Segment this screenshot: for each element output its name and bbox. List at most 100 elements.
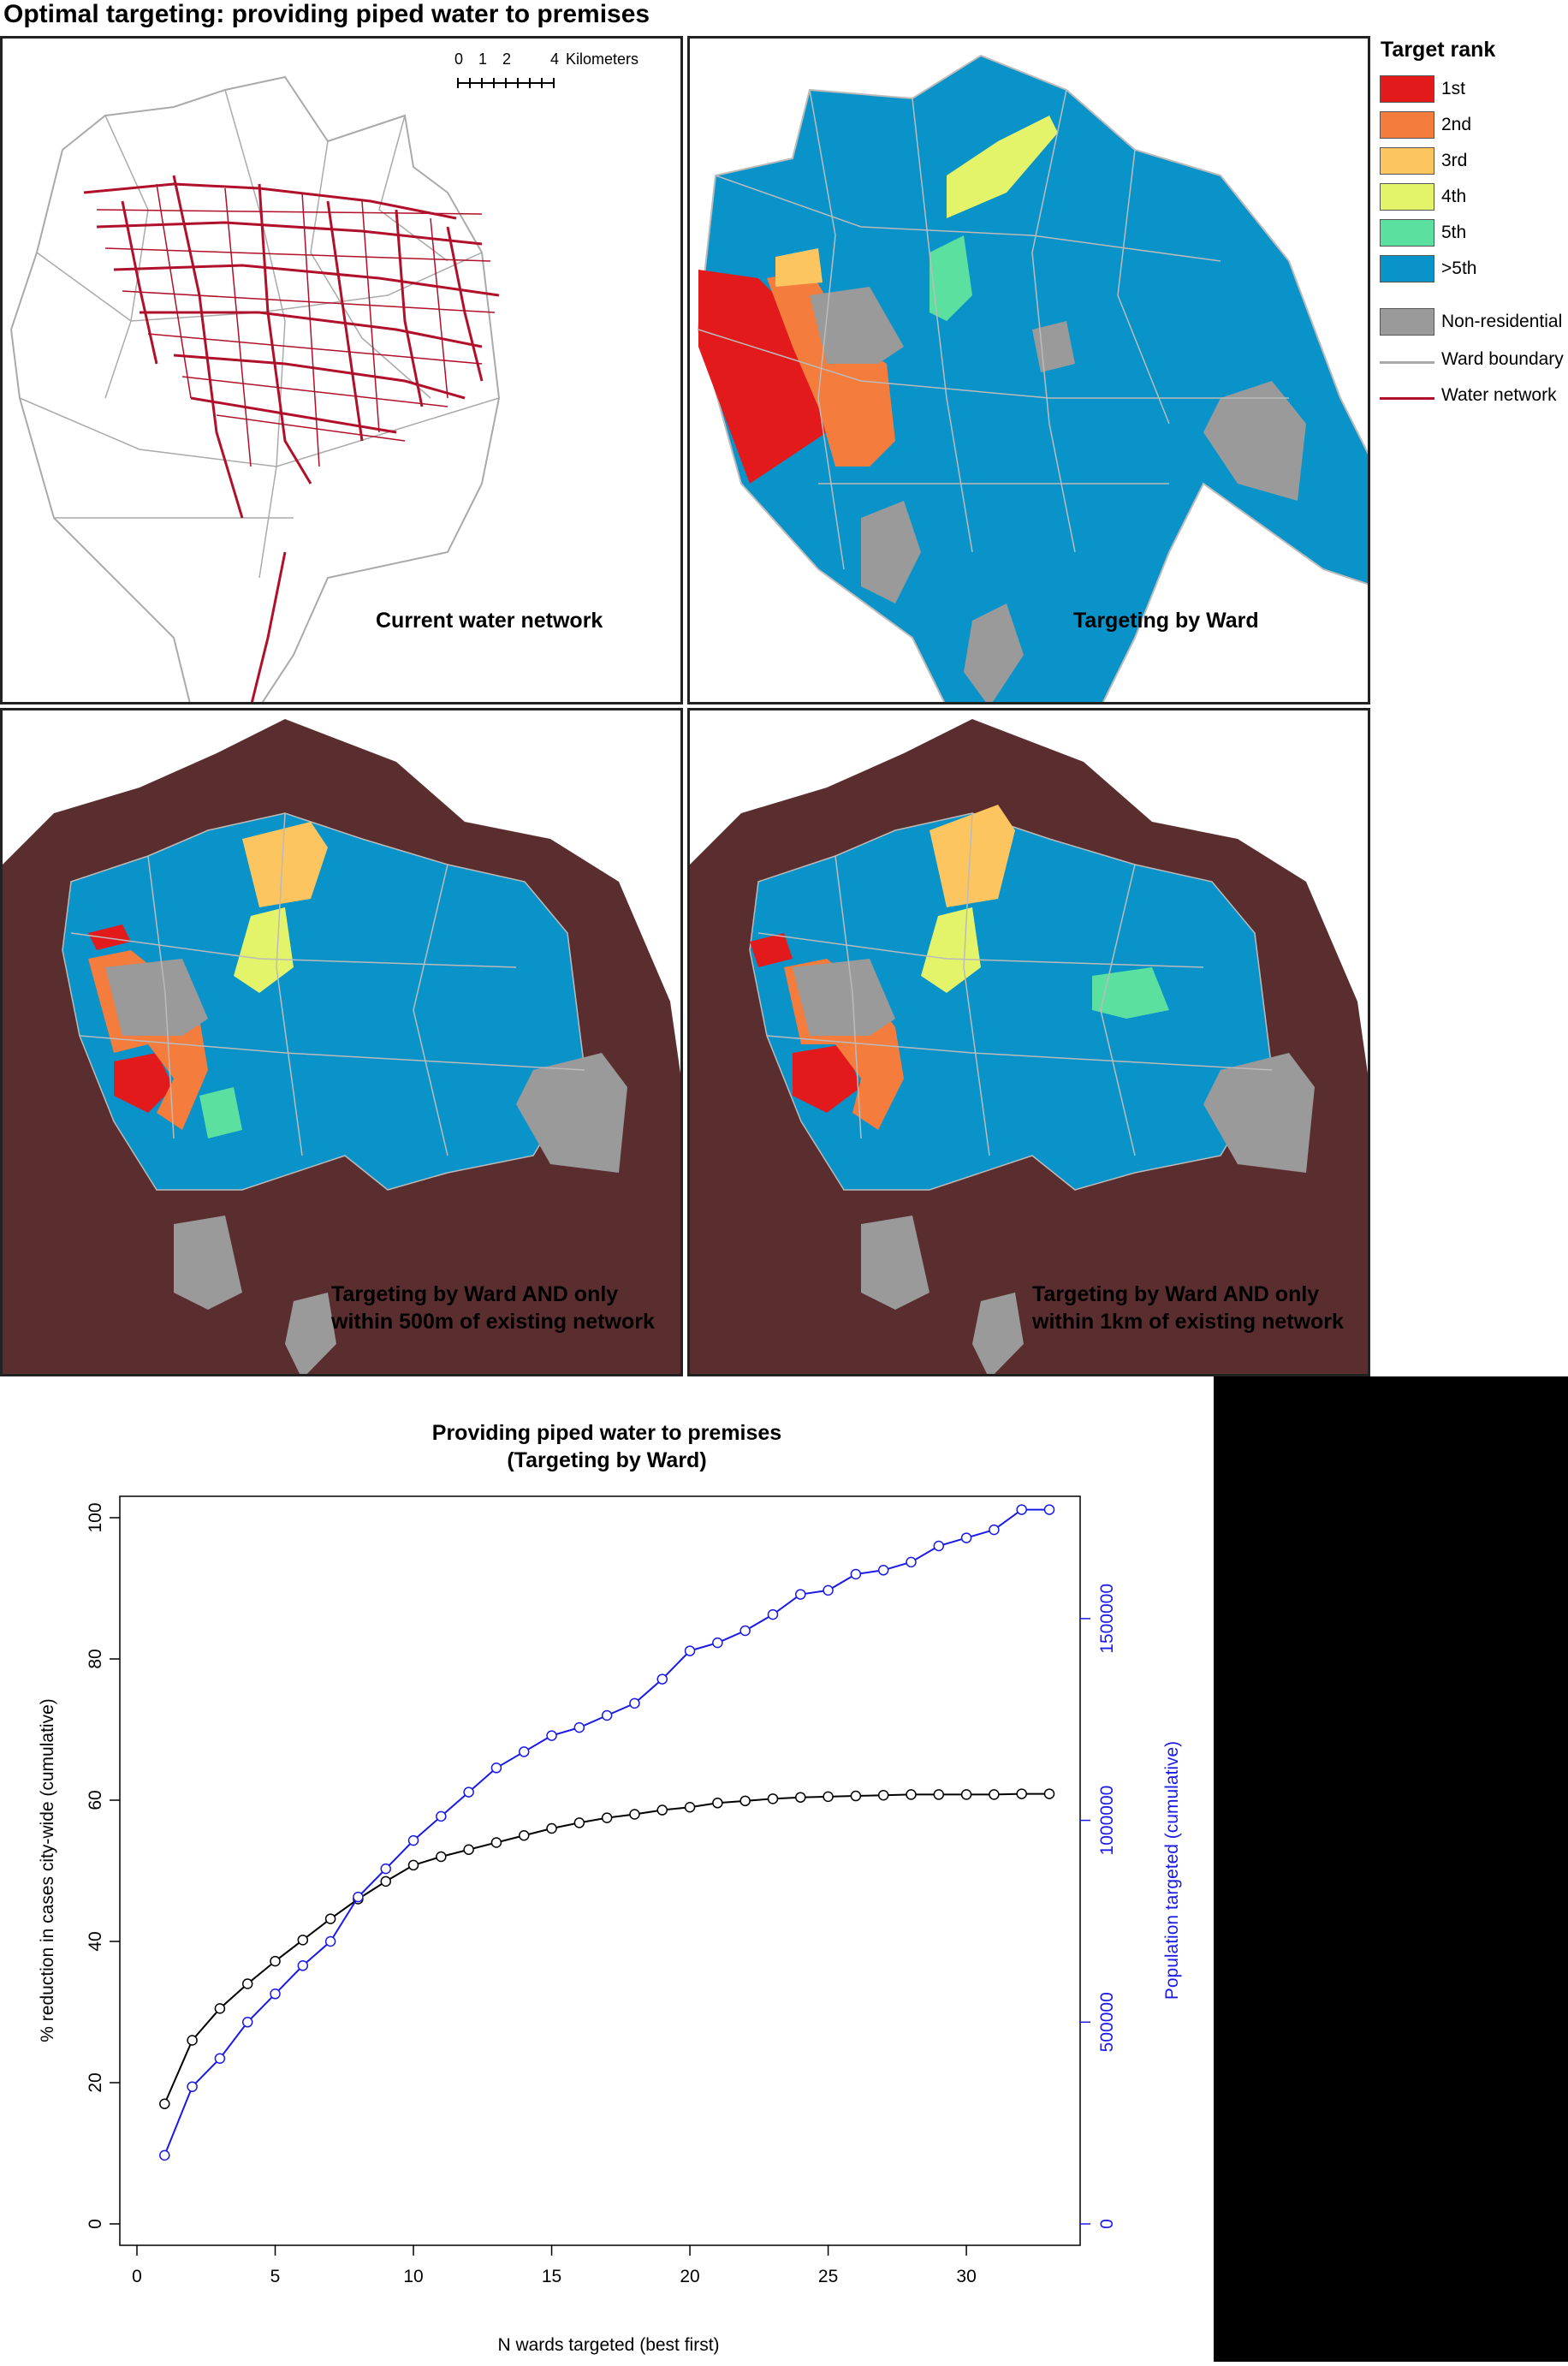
legend-label-3rd: 3rd xyxy=(1441,151,1468,170)
x-tick-label: 0 xyxy=(132,2267,142,2286)
legend-title: Target rank xyxy=(1381,38,1496,62)
x-tick-label: 10 xyxy=(403,2267,423,2286)
data-point-right xyxy=(187,2081,198,2092)
y2-tick-label: 1500000 xyxy=(1097,1584,1117,1654)
data-point-left xyxy=(656,1804,668,1816)
data-point-left xyxy=(601,1812,613,1823)
page-title: Optimal targeting: providing piped water… xyxy=(3,0,650,28)
data-point-left xyxy=(518,1830,530,1841)
data-point-left xyxy=(1016,1788,1027,1799)
data-point-right xyxy=(353,1891,364,1903)
data-point-left xyxy=(989,1789,1000,1800)
legend-swatch-2nd xyxy=(1380,111,1434,139)
data-point-right xyxy=(795,1589,806,1600)
data-point-right xyxy=(767,1608,779,1620)
y-axis-right: 0 500000 1000000 1500000 xyxy=(1080,1584,1117,2229)
data-point-right xyxy=(241,2017,253,2028)
x-tick-label: 20 xyxy=(680,2267,699,2286)
data-point-left xyxy=(823,1791,834,1803)
legend-swatch-non-residential xyxy=(1380,308,1434,336)
panel-caption: Current water network xyxy=(376,609,603,633)
data-point-left xyxy=(573,1817,585,1828)
legend-label-5th: 5th xyxy=(1441,223,1467,242)
data-point-left xyxy=(850,1790,862,1802)
data-point-right xyxy=(463,1786,474,1798)
map-panel-current-network: 0 1 2 4 Kilometers Current water network xyxy=(0,36,683,704)
legend-label-non-residential: Non-residential xyxy=(1441,312,1563,331)
legend-label-ward-boundary: Ward boundary xyxy=(1441,349,1564,369)
data-point-left xyxy=(739,1795,751,1807)
data-point-left xyxy=(490,1837,502,1848)
legend: Target rank 1st 2nd 3rd 4th 5th >5th Non… xyxy=(1376,38,1568,414)
data-point-right xyxy=(877,1565,889,1576)
legend-label-2nd: 2nd xyxy=(1441,115,1472,134)
black-background-block xyxy=(1214,1376,1568,2362)
plot-frame xyxy=(119,1495,1081,2246)
data-point-left xyxy=(546,1822,557,1834)
data-point-right xyxy=(324,1935,336,1947)
y-tick-label: 80 xyxy=(86,1649,105,1668)
panel-caption: Targeting by Ward xyxy=(1073,609,1259,633)
data-point-right xyxy=(629,1697,640,1709)
data-point-left xyxy=(187,2035,198,2046)
data-point-left xyxy=(877,1789,889,1801)
data-point-right xyxy=(933,1540,945,1552)
y2-tick-label: 500000 xyxy=(1097,1992,1117,2052)
chart-title: Providing piped water to premises xyxy=(431,1421,782,1445)
data-point-right xyxy=(850,1568,862,1580)
legend-swatch-gt5th xyxy=(1380,255,1434,282)
panel-caption: Targeting by Ward AND only within 500m o… xyxy=(331,1282,655,1334)
x-axis: 0 5 10 15 20 25 30 xyxy=(132,2245,977,2286)
data-point-right xyxy=(518,1746,530,1757)
legend-label-water-network: Water network xyxy=(1441,385,1557,405)
y-tick-label: 40 xyxy=(86,1931,105,1951)
data-point-left xyxy=(324,1913,336,1924)
x-tick-label: 25 xyxy=(818,2267,838,2286)
targeting-1km-map xyxy=(690,719,1368,1374)
series-line-right xyxy=(163,1508,1049,2156)
scale-tick-2: 2 xyxy=(502,51,511,68)
data-point-right xyxy=(601,1709,613,1721)
legend-label-4th: 4th xyxy=(1441,187,1467,206)
data-point-left xyxy=(436,1851,447,1863)
panel-caption: Targeting by Ward AND only within 1km of… xyxy=(1032,1282,1344,1334)
data-point-right xyxy=(684,1645,696,1656)
data-point-right xyxy=(1016,1504,1027,1515)
scale-tick-0: 0 xyxy=(454,51,463,68)
data-point-left xyxy=(684,1802,696,1813)
y2-axis-label: Population targeted (cumulative) xyxy=(1162,1741,1182,2000)
y2-tick-label: 1000000 xyxy=(1097,1786,1117,1856)
data-point-left xyxy=(241,1978,253,1989)
y-tick-label: 60 xyxy=(86,1790,105,1810)
data-point-right xyxy=(573,1721,585,1733)
data-point-right xyxy=(490,1763,502,1774)
legend-swatch-5th xyxy=(1380,219,1434,247)
y2-tick-label: 0 xyxy=(1097,2219,1117,2229)
current-network-map: 0 1 2 4 Kilometers xyxy=(9,51,638,702)
map-panel-500m: Targeting by Ward AND only within 500m o… xyxy=(0,708,683,1376)
chart-svg: 0 5 10 15 20 25 30 0 20 40 60 80 100 0 500000 1000000… xyxy=(38,1495,1182,2355)
data-point-right xyxy=(214,2053,226,2064)
scale-bar: 0 1 2 4 Kilometers xyxy=(454,51,638,88)
data-point-right xyxy=(436,1810,447,1822)
data-point-left xyxy=(795,1792,806,1803)
legend-swatch-4th xyxy=(1380,183,1434,211)
data-point-left xyxy=(933,1789,945,1800)
x-axis-label: N wards targeted (best first) xyxy=(497,2335,719,2355)
map-panel-1km: Targeting by Ward AND only within 1km of… xyxy=(687,708,1370,1376)
legend-line-water-network xyxy=(1380,397,1434,400)
legend-swatch-1st xyxy=(1380,75,1434,103)
data-point-left xyxy=(960,1789,972,1800)
legend-line-ward-boundary xyxy=(1380,361,1434,364)
data-point-left xyxy=(407,1859,419,1871)
data-point-right xyxy=(739,1625,751,1637)
data-point-right xyxy=(546,1730,557,1741)
data-point-right xyxy=(1043,1504,1055,1515)
data-point-left xyxy=(1043,1788,1055,1799)
y-axis-label: % reduction in cases city-wide (cumulati… xyxy=(38,1698,57,2042)
data-point-right xyxy=(960,1532,972,1543)
data-point-right xyxy=(159,2149,170,2161)
data-point-left xyxy=(159,2098,170,2109)
data-point-right xyxy=(380,1863,391,1875)
data-point-right xyxy=(656,1673,668,1685)
